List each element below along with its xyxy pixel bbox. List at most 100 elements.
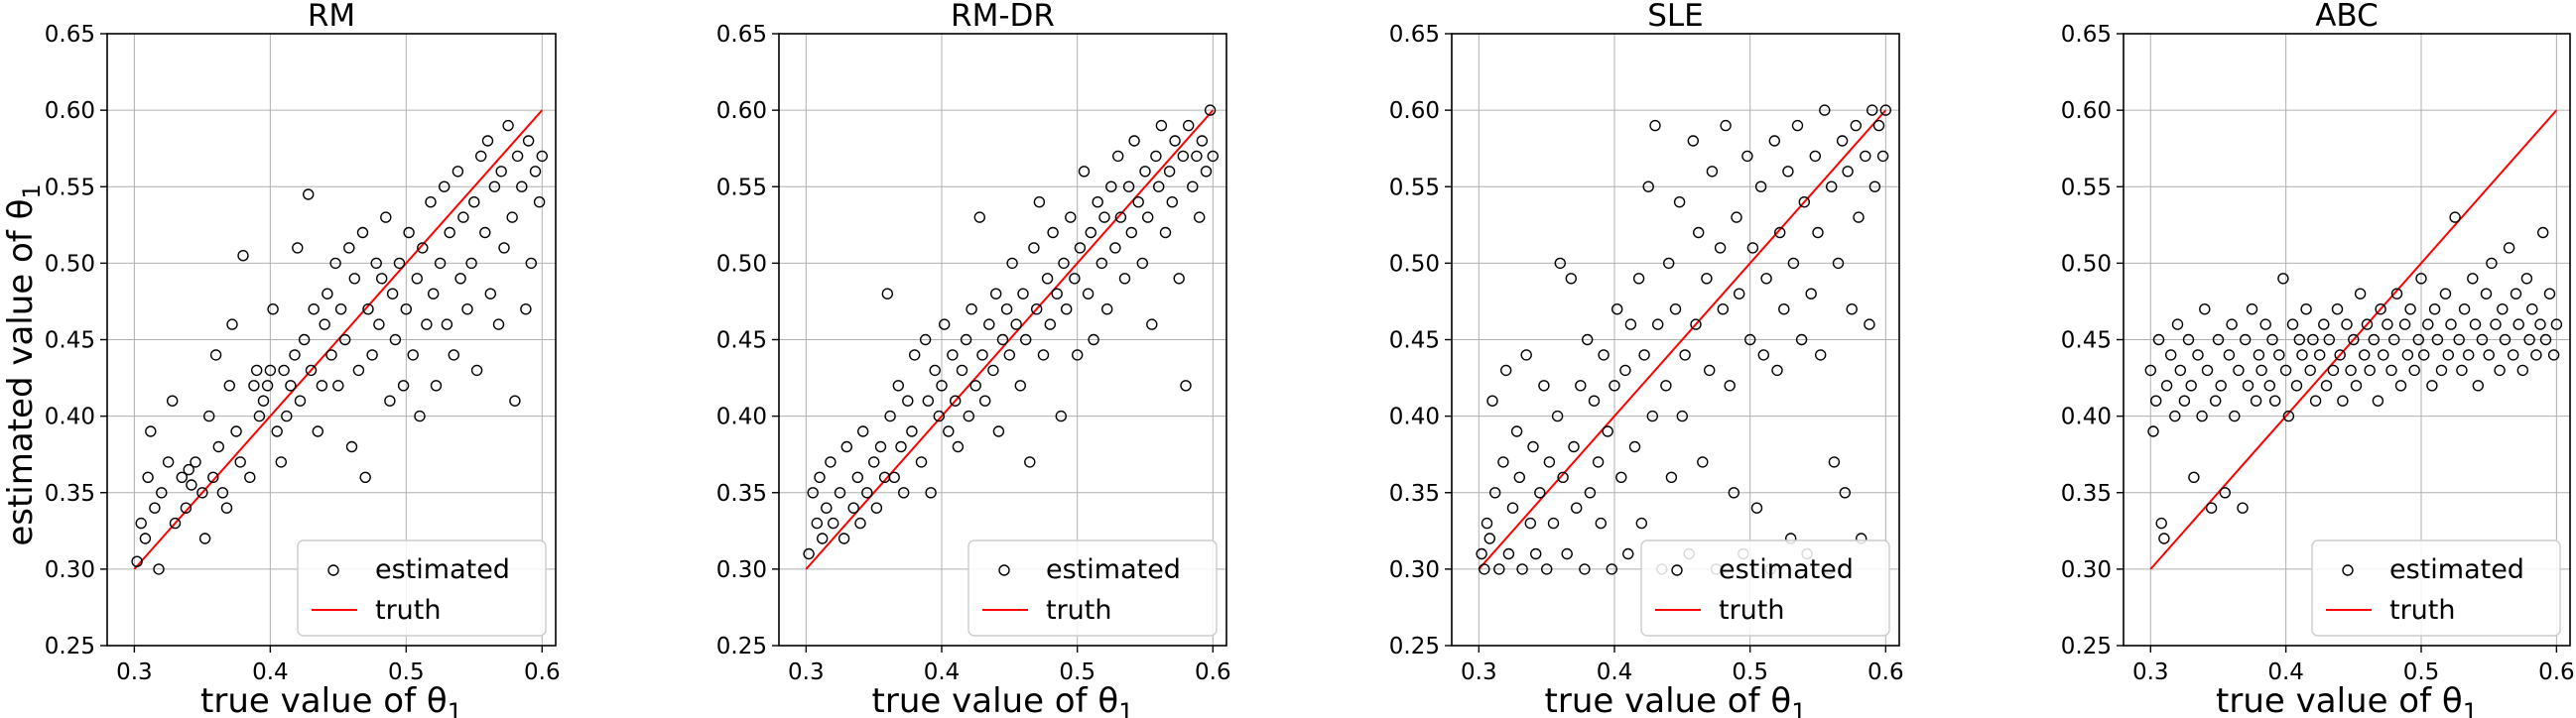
scatter-point xyxy=(343,242,355,254)
scatter-point xyxy=(2242,380,2254,392)
scatter-point xyxy=(1483,533,1496,544)
scatter-point xyxy=(892,380,904,392)
chart-panel-3: 0.3 0.4 0.5 0.6 0.25 0.30 0.35 0.40 0.45 0.50 0.55… xyxy=(1389,0,1904,718)
chart-title: RM xyxy=(308,0,355,34)
scatter-point xyxy=(226,318,238,330)
scatter-point xyxy=(1651,318,1664,330)
scatter-point xyxy=(2282,410,2295,422)
scatter-point xyxy=(2435,364,2448,377)
scatter-point xyxy=(281,410,293,422)
scatter-point xyxy=(2469,318,2482,330)
scatter-point xyxy=(2449,211,2461,223)
scatter-point xyxy=(1609,380,1620,392)
y-tick-label: 0.60 xyxy=(716,98,767,124)
scatter-point xyxy=(451,166,464,178)
scatter-point xyxy=(264,364,277,377)
truth-line xyxy=(133,109,544,570)
scatter-point xyxy=(966,303,977,315)
scatter-point xyxy=(834,487,846,499)
scatter-point xyxy=(325,349,337,361)
scatter-point xyxy=(1846,303,1858,315)
scatter-point xyxy=(1088,333,1099,346)
scatter-point xyxy=(2192,349,2204,361)
scatter-point xyxy=(237,250,249,262)
scatter-point xyxy=(162,456,175,468)
scatter-point xyxy=(1481,517,1493,530)
scatter-point xyxy=(1812,226,1824,239)
scatter-point xyxy=(2174,364,2187,377)
scatter-point xyxy=(1665,471,1678,483)
scatter-point xyxy=(495,166,507,178)
scatter-point xyxy=(421,318,433,330)
scatter-point xyxy=(2268,395,2281,407)
scatter-point xyxy=(1733,288,1745,299)
scatter-point xyxy=(1836,135,1849,147)
scatter-point xyxy=(1868,180,1881,192)
scatter-point xyxy=(2279,364,2292,377)
scatter-point xyxy=(2253,349,2265,361)
scatter-point xyxy=(1037,349,1050,361)
scatter-point xyxy=(922,395,934,407)
scatter-point xyxy=(2385,364,2397,377)
legend: estimated truth xyxy=(1640,539,1890,637)
scatter-point xyxy=(1750,502,1763,514)
scatter-point xyxy=(2472,380,2485,392)
scatter-point xyxy=(525,257,537,270)
scatter-point xyxy=(334,303,347,315)
y-tick-label: 0.25 xyxy=(45,634,95,659)
scatter-point xyxy=(139,533,152,544)
scatter-point xyxy=(1850,119,1863,132)
scatter-point xyxy=(919,333,932,346)
scatter-point xyxy=(470,364,483,377)
scatter-point xyxy=(2426,380,2438,392)
scatter-point xyxy=(1624,318,1637,330)
scatter-point xyxy=(2372,395,2384,407)
chart-title: ABC xyxy=(2315,0,2379,34)
scatter-point xyxy=(2476,333,2489,346)
scatter-point xyxy=(2378,349,2389,361)
scatter-point xyxy=(468,195,480,208)
scatter-point xyxy=(2171,318,2184,330)
scatter-point xyxy=(1488,487,1501,499)
scatter-point xyxy=(1065,211,1077,223)
scatter-point xyxy=(1632,273,1645,285)
y-tick-label: 0.60 xyxy=(1389,98,1440,124)
scatter-point xyxy=(244,471,256,483)
y-tick-label: 0.35 xyxy=(45,481,95,507)
y-tick-label: 0.30 xyxy=(2061,557,2112,583)
scatter-point xyxy=(1200,166,1213,178)
scatter-point xyxy=(2375,303,2386,315)
scatter-point xyxy=(1095,257,1108,270)
scatter-point xyxy=(2182,333,2195,346)
scatter-point xyxy=(2223,349,2236,361)
scatter-point xyxy=(428,288,440,299)
x-axis-label-text: true value of θ xyxy=(1545,681,1792,718)
y-tick-label: 0.55 xyxy=(1389,175,1440,200)
scatter-point xyxy=(888,471,900,483)
scatter-point xyxy=(2286,318,2299,330)
scatter-point xyxy=(1125,226,1138,239)
scatter-point xyxy=(2188,471,2200,483)
scatter-point xyxy=(947,349,959,361)
scatter-point xyxy=(142,471,154,483)
x-axis-label-subscript: 1 xyxy=(1791,698,1806,718)
scatter-point xyxy=(2164,349,2177,361)
scatter-point xyxy=(2503,242,2515,254)
y-tick-label: 0.50 xyxy=(45,251,95,277)
scatter-point xyxy=(1602,425,1613,437)
scatter-point xyxy=(253,410,266,422)
scatter-point xyxy=(498,242,510,254)
scatter-point xyxy=(881,288,893,299)
scatter-point xyxy=(814,471,826,483)
x-tick-label: 0.3 xyxy=(2132,659,2169,685)
y-tick-label: 0.45 xyxy=(1389,328,1440,354)
scatter-point xyxy=(817,533,829,544)
scatter-point xyxy=(1642,180,1654,192)
scatter-point xyxy=(2323,333,2336,346)
scatter-point xyxy=(1098,211,1110,223)
scatter-point xyxy=(870,502,883,514)
scatter-point xyxy=(439,180,451,192)
scatter-point xyxy=(425,195,437,208)
scatter-point xyxy=(2331,303,2344,315)
